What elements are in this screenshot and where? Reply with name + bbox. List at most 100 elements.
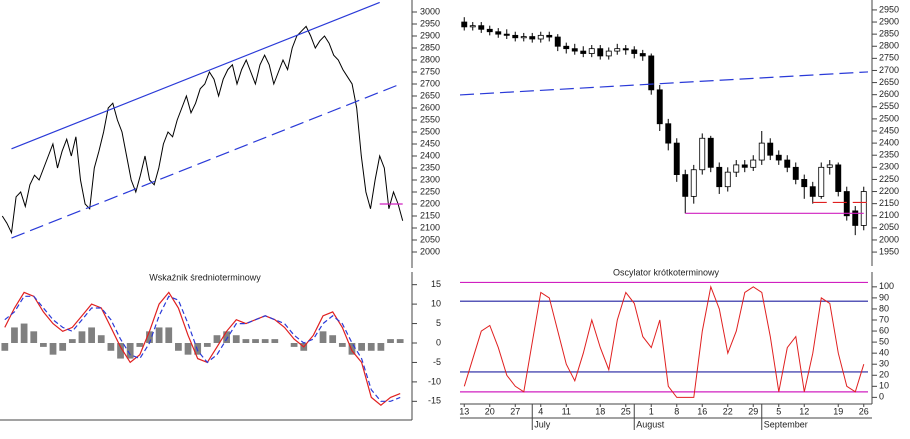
y-tick-label: 2150 [879,198,899,208]
x-tick-label: 5 [776,406,781,416]
histogram-bar [319,331,327,343]
y-tick-label: 2550 [420,114,440,124]
month-label: July [534,419,551,429]
y-tick-label: 20 [879,370,889,380]
y-tick-label: 2300 [879,162,899,172]
y-tick-label: 2650 [420,90,440,100]
trend-line [459,71,869,96]
candle-body [571,48,578,52]
candle-body [724,171,731,188]
y-tick-label: 2900 [420,30,440,40]
candle-body [665,123,672,144]
y-tick-label: 2750 [420,66,440,76]
y-tick-label: 2350 [420,162,440,172]
y-tick-label: 10 [879,381,889,391]
candle-body [648,55,655,91]
candle-body [835,164,842,192]
histogram-bar [213,335,221,343]
histogram-bar [377,343,385,351]
x-tick-label: 20 [485,406,495,416]
histogram-bar [1,343,9,351]
y-tick-label: -15 [428,396,441,406]
series-line [1,25,404,235]
histogram-bar [194,343,202,355]
y-tick-label: 2450 [879,125,899,135]
y-tick-label: 2250 [420,186,440,196]
y-tick-label: 2500 [420,126,440,136]
candle-body [758,142,765,161]
series-line [463,284,865,398]
x-tick-label: 1 [649,406,654,416]
trend-line [11,1,380,150]
y-tick-label: 2400 [879,137,899,147]
candle-body [673,142,680,175]
histogram-bar [88,327,95,343]
candle-body [461,21,468,28]
histogram-bar [396,339,404,343]
y-tick-label: 2900 [879,16,899,26]
histogram-bar [107,343,115,351]
y-tick-label: 2150 [420,210,440,220]
candle-body [741,164,748,168]
y-tick-label: 2050 [879,222,899,232]
histogram-bar [203,343,211,347]
y-tick-label: 2050 [420,234,440,244]
candle-body [580,50,587,54]
candle-body [767,142,774,156]
month-label: August [636,419,665,429]
candle-body [605,50,612,57]
x-tick-label: 29 [748,406,758,416]
candle-body [563,45,570,50]
candle-body [656,89,663,125]
x-tick-label: 11 [562,406,571,416]
panel-title: Oscylator krótkoterminowy [613,267,720,277]
y-tick-label: 2650 [879,77,899,87]
candle-body [486,28,493,33]
candle-body [546,34,553,38]
candle-body [801,179,808,188]
y-tick-label: 2450 [420,138,440,148]
y-tick-label: 0 [436,337,441,347]
x-tick-label: 25 [621,406,631,416]
y-tick-label: 2400 [420,150,440,160]
candle-body [716,166,723,188]
histogram-bar [68,339,76,343]
candle-body [478,25,485,30]
histogram-bar [261,339,269,343]
series-line [4,291,401,406]
candle-body [826,164,833,168]
histogram-bar [223,331,230,343]
histogram-bar [11,327,18,343]
y-tick-label: 15 [431,279,441,289]
candle-body [554,36,561,47]
y-tick-label: 100 [879,281,894,291]
y-tick-label: 2750 [879,53,899,63]
candle-body [699,137,706,171]
histogram-bar [146,331,153,343]
histogram-bar [117,343,124,359]
y-tick-label: 2800 [879,41,899,51]
x-tick-label: 26 [859,406,869,416]
histogram-bar [232,335,240,343]
candle-body [495,31,502,35]
histogram-bar [184,343,192,355]
y-tick-label: 2300 [420,174,440,184]
candle-body [707,137,714,168]
x-tick-label: 12 [799,406,809,416]
candle-body [690,169,697,197]
y-tick-label: 2800 [420,54,440,64]
y-tick-label: 2000 [879,234,899,244]
y-tick-label: -5 [433,357,441,367]
y-tick-label: 2700 [879,65,899,75]
histogram-bar [338,343,346,347]
histogram-bar [348,343,356,355]
y-tick-label: 40 [879,348,889,358]
y-tick-label: 70 [879,314,889,324]
x-tick-label: 13 [459,406,469,416]
candle-body [529,36,536,40]
candle-body [860,191,867,226]
candle-body [631,49,638,54]
y-tick-label: 2950 [879,4,899,14]
x-tick-label: 22 [723,406,733,416]
x-tick-label: 19 [833,406,843,416]
